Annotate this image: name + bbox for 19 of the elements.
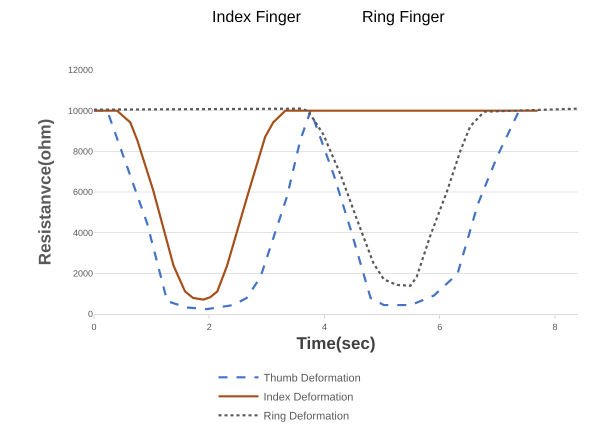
legend-label: Thumb Deformation	[264, 372, 361, 385]
y-axis-title: Resistanvce(ohm)	[36, 118, 55, 266]
x-tick-label: 8	[552, 322, 558, 332]
y-tick-label: 8000	[72, 146, 93, 156]
y-tick-label: 2000	[72, 268, 93, 278]
line-series	[94, 108, 578, 287]
y-tick-label: 6000	[72, 187, 93, 198]
legend-label: Index Deformation	[264, 392, 354, 404]
legend-label: Ring Deformation	[264, 410, 350, 423]
y-tick-label: 4000	[72, 228, 93, 238]
x-axis-title: Time(sec)	[296, 334, 376, 354]
y-tick-label: 0	[88, 309, 93, 320]
text: Ring Finger	[362, 9, 446, 26]
y-tick-label: 12000	[68, 65, 93, 76]
x-tick-label: 4	[322, 322, 327, 332]
y-tick-label: 10000	[68, 106, 93, 116]
x-tick-label: 6	[437, 322, 442, 332]
text: Index Finger	[212, 9, 302, 26]
x-tick-label: 2	[206, 322, 212, 332]
